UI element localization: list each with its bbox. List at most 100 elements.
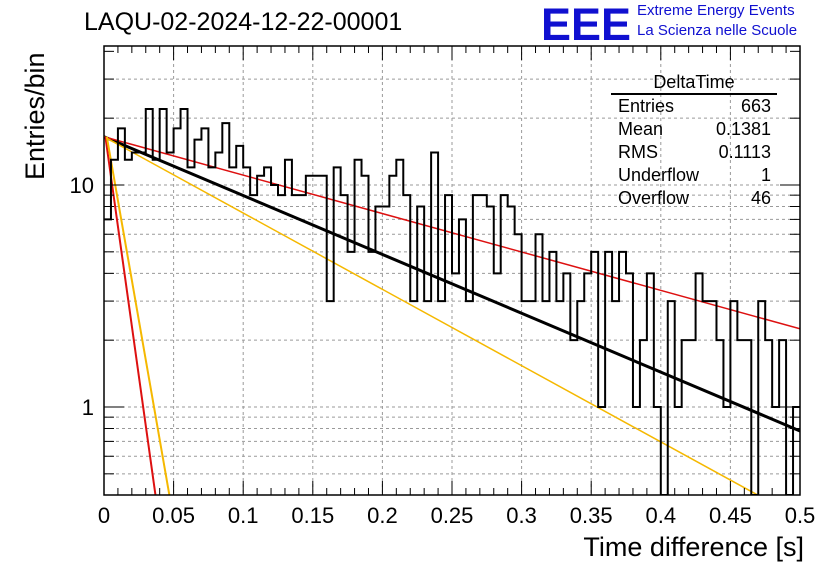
eee-logo: EEE bbox=[541, 2, 631, 46]
histogram-bin bbox=[382, 207, 389, 495]
stats-title: DeltaTime bbox=[611, 72, 777, 95]
histogram-outline bbox=[104, 107, 800, 495]
stats-label: Entries bbox=[618, 96, 675, 116]
x-tick-label: 0.2 bbox=[367, 503, 398, 528]
histogram-bin bbox=[501, 195, 508, 495]
y-tick-label: 10 bbox=[70, 173, 94, 198]
histogram-bin bbox=[515, 234, 522, 495]
histogram-bin bbox=[201, 128, 208, 495]
histogram-bin bbox=[466, 301, 473, 495]
histogram-bin bbox=[104, 219, 111, 495]
stats-row-underflow: Underflow 1 bbox=[611, 164, 777, 187]
x-tick-label: 0.15 bbox=[291, 503, 334, 528]
histogram-bin bbox=[167, 153, 174, 495]
stats-label: Underflow bbox=[618, 165, 700, 185]
stats-label: RMS bbox=[618, 142, 658, 162]
histogram-bin bbox=[278, 195, 285, 495]
histogram-bin bbox=[682, 340, 689, 495]
histogram-bin bbox=[194, 140, 201, 495]
histogram-bin bbox=[758, 301, 765, 495]
histogram-bin bbox=[222, 123, 229, 495]
histogram-bin bbox=[299, 195, 306, 495]
histogram-bin bbox=[181, 109, 188, 495]
histogram-bin bbox=[355, 160, 362, 495]
histogram-bin bbox=[710, 301, 717, 495]
histogram-bin bbox=[598, 407, 605, 495]
histogram-bin bbox=[348, 252, 355, 495]
histogram-bin bbox=[556, 301, 563, 495]
histogram-bin bbox=[689, 340, 696, 495]
x-tick-label: 0 bbox=[98, 503, 110, 528]
histogram-bin bbox=[362, 176, 369, 495]
logo-mark: EEE bbox=[541, 2, 631, 46]
stats-value: 1 bbox=[760, 165, 771, 185]
histogram-bin bbox=[570, 340, 577, 495]
histogram-bin bbox=[271, 185, 278, 495]
histogram-bin bbox=[125, 160, 132, 495]
axes bbox=[103, 45, 801, 496]
histogram-bin bbox=[334, 167, 341, 495]
logo-line-1: Extreme Energy Events bbox=[637, 2, 795, 19]
histogram-bin bbox=[549, 252, 556, 495]
histogram-bin bbox=[375, 207, 382, 495]
histogram-bin bbox=[445, 195, 452, 495]
y-tick-label: 1 bbox=[82, 395, 94, 420]
fit-line bbox=[104, 135, 800, 433]
y-axis-label: Entries/bin bbox=[20, 52, 50, 180]
histogram-bin bbox=[716, 340, 723, 495]
histogram-bin bbox=[668, 301, 675, 495]
histogram-bin bbox=[605, 252, 612, 495]
logo-line-2: La Scienza nelle Scuole bbox=[637, 22, 798, 39]
histogram-bin bbox=[723, 407, 730, 495]
histogram-bin bbox=[403, 195, 410, 495]
stats-row-entries: Entries 663 bbox=[611, 95, 777, 118]
histogram-bin bbox=[675, 407, 682, 495]
x-tick-label: 0.4 bbox=[646, 503, 677, 528]
histogram-bin bbox=[487, 207, 494, 495]
histogram-bin bbox=[696, 273, 703, 495]
histogram-bin bbox=[703, 301, 710, 495]
histogram-bin bbox=[236, 146, 243, 495]
stats-label: Overflow bbox=[618, 188, 690, 208]
histogram-bin bbox=[368, 252, 375, 495]
histogram-bin bbox=[529, 301, 536, 495]
histogram-bin bbox=[215, 153, 222, 495]
histogram-bin bbox=[619, 252, 626, 495]
histogram-bin bbox=[577, 301, 584, 495]
histogram-bin bbox=[341, 195, 348, 495]
stats-value: 663 bbox=[740, 96, 771, 116]
histogram-bin bbox=[480, 195, 487, 495]
histogram-bin bbox=[647, 273, 654, 495]
histogram-bin bbox=[153, 160, 160, 495]
histogram-bin bbox=[264, 167, 271, 495]
x-tick-label: 0.3 bbox=[506, 503, 537, 528]
histogram-bin bbox=[188, 167, 195, 495]
histogram-bin bbox=[730, 301, 737, 495]
histogram-bin bbox=[111, 160, 118, 495]
histogram-bin bbox=[779, 340, 786, 495]
stats-row-rms: RMS 0.1113 bbox=[611, 141, 777, 164]
histogram-bin bbox=[744, 340, 751, 495]
histogram-bin bbox=[626, 273, 633, 495]
histogram-bin bbox=[292, 195, 299, 495]
histogram-bin bbox=[765, 340, 772, 495]
fit-line bbox=[104, 136, 157, 495]
histogram-bin bbox=[612, 301, 619, 495]
histogram-bin bbox=[737, 340, 744, 495]
histogram-bin bbox=[139, 153, 146, 495]
histogram-bin bbox=[208, 167, 215, 495]
stats-row-overflow: Overflow 46 bbox=[611, 187, 777, 210]
histogram-bin bbox=[424, 301, 431, 495]
histogram-bin bbox=[285, 160, 292, 495]
histogram-bin bbox=[452, 273, 459, 495]
histogram-bin bbox=[250, 195, 257, 495]
histogram-bin bbox=[410, 301, 417, 495]
histogram-bin bbox=[459, 219, 466, 495]
histogram-bin bbox=[584, 273, 591, 495]
stats-value: 0.1113 bbox=[718, 142, 771, 162]
histogram-bin bbox=[640, 340, 647, 495]
histogram-bin bbox=[132, 153, 139, 495]
x-tick-label: 0.25 bbox=[431, 503, 474, 528]
x-axis-label: Time difference [s] bbox=[583, 532, 804, 562]
